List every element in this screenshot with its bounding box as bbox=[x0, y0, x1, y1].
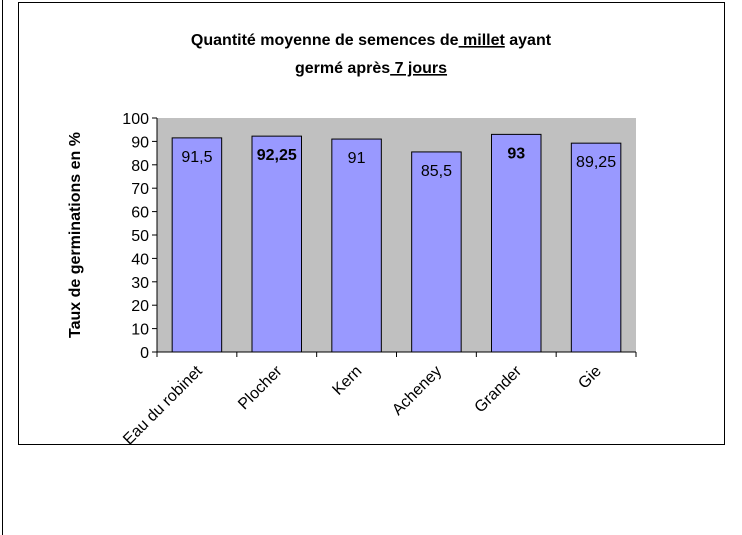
y-tick-label: 90 bbox=[131, 134, 149, 151]
plot-area bbox=[157, 118, 636, 352]
title-part: ayant bbox=[505, 32, 552, 49]
value-label: 91,5 bbox=[181, 149, 212, 166]
title-part: Quantité moyenne de semences de bbox=[191, 32, 459, 49]
y-tick-label: 100 bbox=[122, 111, 149, 128]
y-tick-label: 80 bbox=[131, 158, 149, 175]
y-axis-title: Taux de germinations en % bbox=[67, 132, 84, 338]
bar bbox=[491, 133, 542, 353]
title-part: 7 jours bbox=[390, 60, 447, 77]
value-label: 93 bbox=[507, 145, 525, 162]
y-tick-label: 70 bbox=[131, 181, 149, 198]
y-tick-label: 20 bbox=[131, 298, 149, 315]
bar bbox=[411, 151, 462, 353]
y-tick-label: 60 bbox=[131, 205, 149, 222]
title-part: germé après bbox=[295, 60, 390, 77]
bar bbox=[570, 142, 622, 353]
title-part: millet bbox=[459, 32, 506, 49]
y-tick-label: 10 bbox=[131, 322, 149, 339]
value-label: 89,25 bbox=[576, 154, 616, 171]
value-label: 91 bbox=[348, 150, 366, 167]
value-label: 85,5 bbox=[421, 163, 452, 180]
bar bbox=[331, 138, 382, 353]
y-tick-label: 40 bbox=[131, 251, 149, 268]
chart-title: Quantité moyenne de semences de millet a… bbox=[191, 32, 552, 49]
chart-title: germé après 7 jours bbox=[295, 60, 447, 77]
y-tick-label: 50 bbox=[131, 228, 149, 245]
y-tick-label: 0 bbox=[140, 345, 149, 362]
bar bbox=[171, 137, 223, 353]
bar bbox=[251, 135, 302, 353]
value-label: 92,25 bbox=[257, 147, 297, 164]
y-tick-label: 30 bbox=[131, 275, 149, 292]
